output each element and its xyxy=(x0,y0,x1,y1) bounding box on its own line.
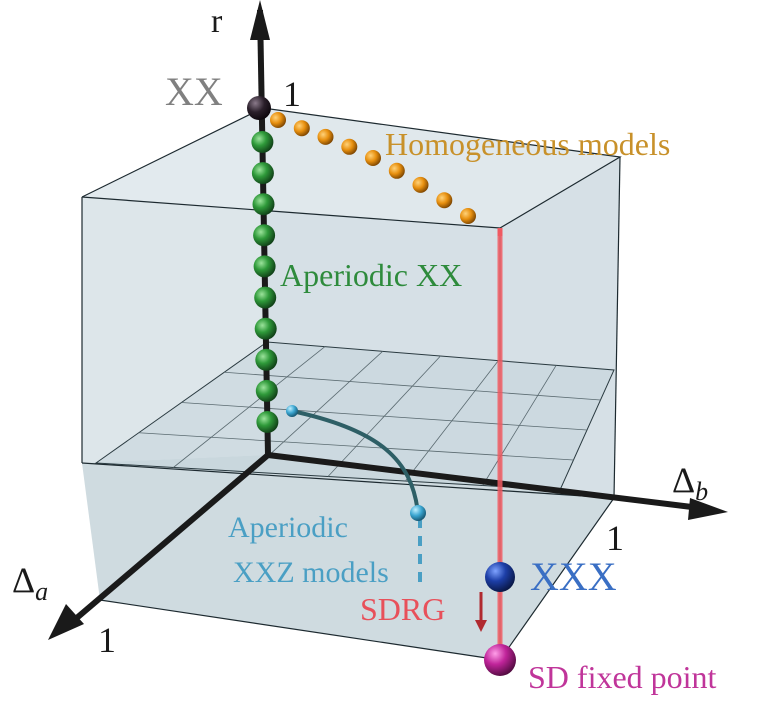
homogeneous-point xyxy=(365,150,381,166)
homogeneous-point xyxy=(412,176,429,193)
delta-b-axis-arrowhead xyxy=(688,498,728,520)
cube-top-face xyxy=(82,108,620,228)
a-tick-one: 1 xyxy=(98,620,116,660)
cube-edge-bottom-back xyxy=(81,462,615,499)
homogeneous-point xyxy=(270,112,286,128)
r-axis-label: r xyxy=(211,3,223,40)
sdrg-arrow-head xyxy=(475,620,487,632)
r-axis-arrowhead xyxy=(250,0,270,40)
r-tick-one: 1 xyxy=(283,74,301,114)
homogeneous-point xyxy=(317,128,334,145)
homogeneous-points xyxy=(270,112,476,224)
sd-fixed-point-marker xyxy=(484,644,516,676)
aperiodic-xx-point xyxy=(251,162,274,185)
xx-label: XX xyxy=(165,69,223,114)
homogeneous-point xyxy=(388,162,405,179)
delta-a-subscript: a xyxy=(35,577,48,606)
sd-fixed-point-label: SD fixed point xyxy=(528,659,717,695)
aperiodic-xx-points xyxy=(251,131,279,433)
delta-a-axis-arrowhead xyxy=(48,604,84,640)
aperiodic-xx-point xyxy=(254,317,277,340)
aperiodic-xx-point xyxy=(256,411,279,433)
aperiodic-xx-point xyxy=(253,224,276,247)
cube-edge-right-vertical xyxy=(613,156,621,499)
aperiodic-xxz-end-point xyxy=(410,505,426,521)
aperiodic-xx-label: Aperiodic XX xyxy=(280,257,462,293)
homogeneous-point xyxy=(341,138,358,155)
cube-edge-front-right xyxy=(499,497,615,661)
delta-a-axis xyxy=(70,452,270,625)
aperiodic-xxz-curve xyxy=(291,409,420,514)
aperiodic-xx-point xyxy=(255,348,278,371)
aperiodic-xx-point xyxy=(255,379,278,402)
aperiodic-xx-point xyxy=(253,255,276,278)
delta-b-symbol: Δ xyxy=(672,460,695,500)
xx-point xyxy=(247,96,271,120)
homogeneous-point xyxy=(436,192,453,209)
aperiodic-xx-point xyxy=(252,193,275,216)
aperiodic-xxz-label-line2: XXZ models xyxy=(233,556,389,589)
aperiodic-xxz-label-line1: Aperiodic xyxy=(228,511,348,544)
homogeneous-point xyxy=(460,208,476,224)
delta-b-label: Δb xyxy=(672,460,708,506)
homogeneous-point xyxy=(293,120,310,137)
delta-b-subscript: b xyxy=(695,477,708,506)
sdrg-label: SDRG xyxy=(360,591,445,627)
cube-edge-front-left xyxy=(99,599,501,661)
delta-a-symbol: Δ xyxy=(12,560,35,600)
grid-line xyxy=(224,371,601,401)
xxx-point xyxy=(485,562,515,592)
aperiodic-xxz-start-point xyxy=(286,405,298,417)
homogeneous-label: Homogeneous models xyxy=(385,126,670,162)
b-tick-one: 1 xyxy=(606,518,624,558)
aperiodic-xx-point xyxy=(251,131,274,153)
grid-line xyxy=(181,402,588,431)
aperiodic-xx-point xyxy=(254,286,277,309)
delta-a-label: Δa xyxy=(12,560,48,606)
delta-b-axis xyxy=(267,452,701,511)
xxx-label: XXX xyxy=(530,554,617,599)
